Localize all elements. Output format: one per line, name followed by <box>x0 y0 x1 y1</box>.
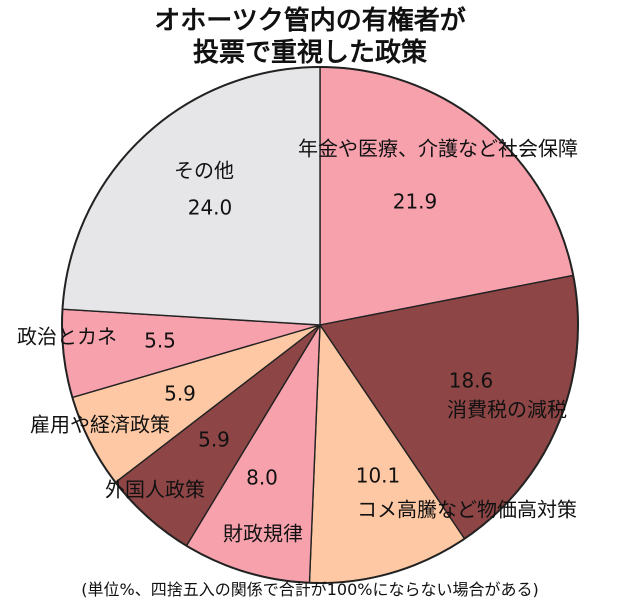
slice-category-label: 年金や医療、介護など社会保障 <box>298 137 578 161</box>
slice-value-label: 21.9 <box>393 190 438 214</box>
slice-value-label: 18.6 <box>449 369 494 393</box>
slice-category-label: コメ高騰など物価高対策 <box>357 498 577 522</box>
slice-value-label: 24.0 <box>188 196 233 220</box>
slice-value-label: 5.9 <box>164 382 196 406</box>
chart-title-line2: 投票で重視した政策 <box>192 38 427 68</box>
slice-category-label: 政治とカネ <box>17 325 117 349</box>
slice-category-label: 外国人政策 <box>105 478 205 502</box>
slice-category-label: その他 <box>174 159 234 183</box>
chart-title-line1: オホーツク管内の有権者が <box>154 6 466 36</box>
slice-value-label: 5.5 <box>144 329 176 353</box>
slice-value-label: 5.9 <box>198 428 230 452</box>
slice-value-label: 10.1 <box>356 464 401 488</box>
slice-category-label: 財政規律 <box>223 522 303 546</box>
slice-category-label: 消費税の減税 <box>447 398 567 422</box>
slice-value-label: 8.0 <box>246 466 278 490</box>
slice-category-label: 雇用や経済政策 <box>30 413 170 437</box>
footnote: (単位%、四捨五入の関係で合計が100%にならない場合がある) <box>81 580 539 599</box>
pie-outline <box>61 66 579 584</box>
